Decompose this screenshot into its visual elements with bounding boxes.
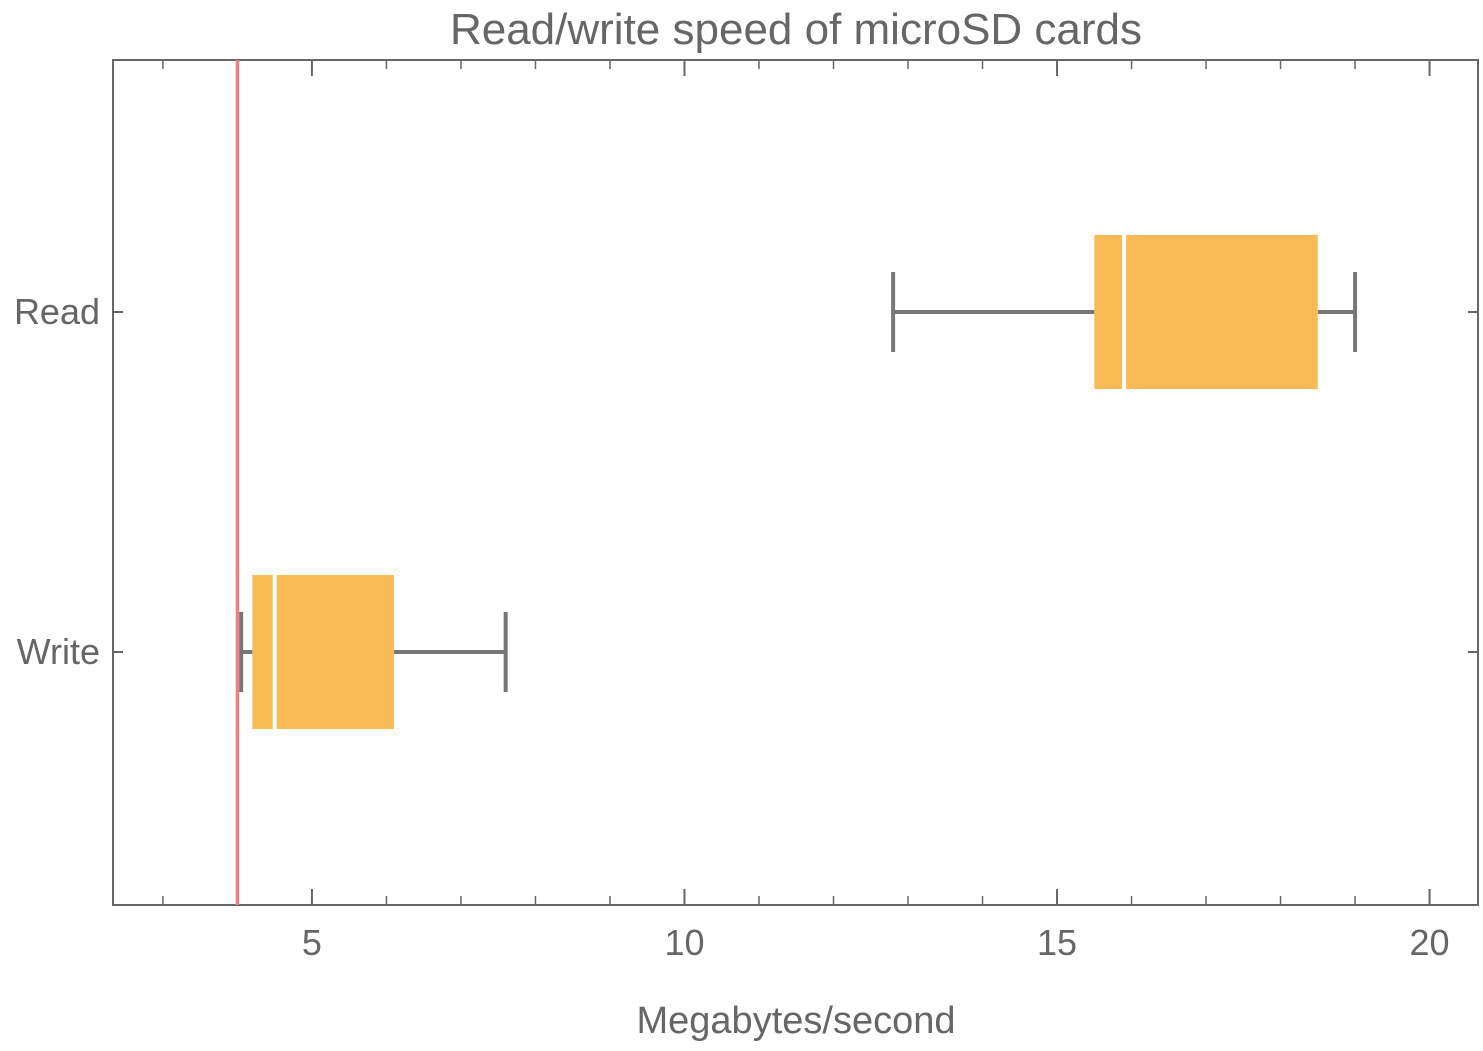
y-tick-label: Write (17, 631, 100, 672)
plot-frame (112, 59, 1479, 906)
x-tick-label: 10 (664, 922, 704, 963)
x-tick-label: 20 (1410, 922, 1450, 963)
read-box (1094, 235, 1318, 389)
x-axis-label: Megabytes/second (637, 1000, 956, 1042)
x-tick-label: 5 (302, 922, 322, 963)
y-tick-label: Read (14, 291, 100, 332)
x-tick-label: 15 (1037, 922, 1077, 963)
plot-area: 5 10 15 20 Read Write (14, 59, 1479, 963)
chart-title: Read/write speed of microSD cards (450, 5, 1142, 54)
